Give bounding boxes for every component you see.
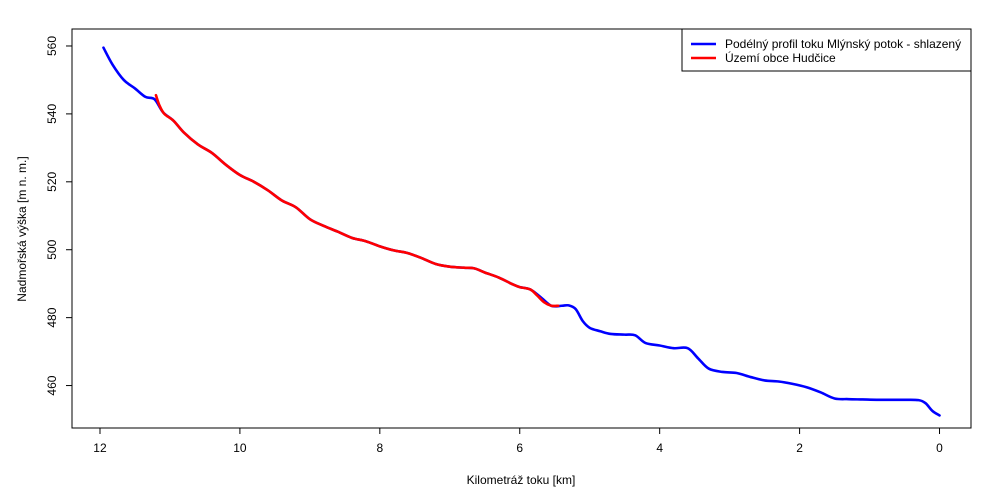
y-tick-label: 460 bbox=[45, 375, 59, 395]
x-tick-label: 4 bbox=[656, 441, 663, 455]
y-tick-label: 560 bbox=[45, 36, 59, 56]
series-line-hudcice bbox=[154, 93, 560, 308]
x-tick-label: 8 bbox=[376, 441, 383, 455]
legend: Podélný profil toku Mlýnský potok - shla… bbox=[681, 28, 972, 72]
y-axis: 460 480 500 520 540 560 bbox=[45, 36, 73, 396]
legend-label-blue: Podélný profil toku Mlýnský potok - shla… bbox=[725, 37, 961, 51]
x-tick-label: 6 bbox=[516, 441, 523, 455]
plot-frame bbox=[71, 28, 972, 429]
series-line-profile bbox=[102, 46, 941, 417]
x-axis: 12 10 8 6 4 2 0 bbox=[93, 427, 943, 455]
y-tick-label: 500 bbox=[45, 239, 59, 259]
x-tick-label: 10 bbox=[233, 441, 247, 455]
x-tick-label: 0 bbox=[936, 441, 943, 455]
y-axis-label: Nadmořská výška [m n. m.] bbox=[15, 156, 29, 301]
x-axis-label: Kilometráž toku [km] bbox=[467, 473, 576, 487]
y-tick-label: 520 bbox=[45, 171, 59, 191]
series-layer bbox=[102, 46, 941, 417]
y-tick-label: 540 bbox=[45, 104, 59, 124]
legend-box bbox=[681, 28, 972, 72]
x-tick-label: 12 bbox=[93, 441, 107, 455]
y-tick-label: 480 bbox=[45, 307, 59, 327]
x-tick-label: 2 bbox=[796, 441, 803, 455]
legend-label-red: Území obce Hudčice bbox=[725, 50, 836, 65]
